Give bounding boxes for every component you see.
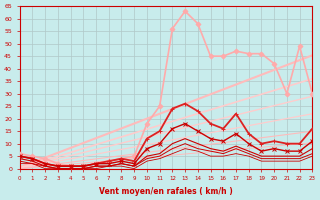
X-axis label: Vent moyen/en rafales ( km/h ): Vent moyen/en rafales ( km/h )	[99, 187, 233, 196]
